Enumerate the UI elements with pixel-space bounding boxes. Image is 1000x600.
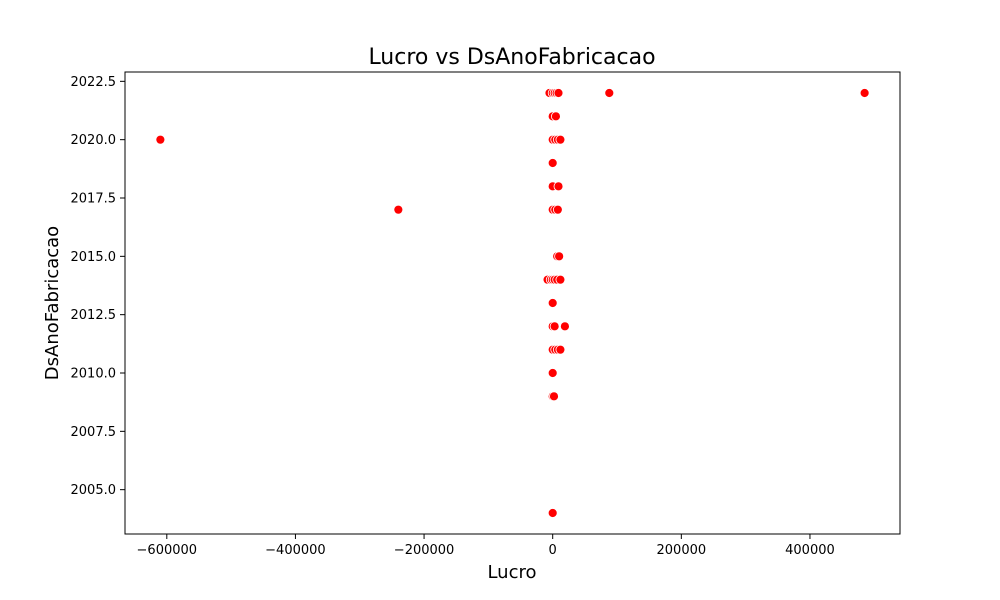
data-point: [547, 298, 558, 308]
y-axis-ticks: 2005.0 2007.5 2010.0 2012.5 2015.0 2017.5 2020…: [71, 75, 125, 498]
data-point: [547, 508, 558, 518]
data-point: [555, 344, 566, 355]
y-tick-label: 2010.0: [71, 367, 117, 382]
plot-frame: [124, 71, 901, 535]
data-point: [549, 321, 560, 332]
data-point: [553, 88, 564, 98]
chart-title: Lucro vs DsAnoFabricacao: [368, 45, 655, 70]
x-axis-label: Lucro: [487, 562, 536, 583]
data-point: [551, 111, 561, 122]
x-tick-label: −600000: [137, 543, 198, 558]
data-point: [547, 368, 558, 378]
y-tick-label: 2015.0: [71, 250, 117, 265]
data-points: [155, 88, 870, 518]
y-tick-label: 2012.5: [71, 308, 117, 323]
y-tick-label: 2005.0: [71, 483, 117, 498]
data-point: [555, 274, 566, 285]
data-point: [393, 204, 404, 215]
data-point: [859, 88, 870, 98]
data-point: [560, 321, 570, 332]
y-tick-label: 2007.5: [71, 425, 117, 440]
y-tick-label: 2022.5: [71, 75, 117, 90]
y-tick-label: 2020.0: [71, 133, 117, 148]
x-tick-label: 200000: [657, 543, 707, 558]
data-point: [553, 181, 564, 192]
data-point: [604, 88, 615, 98]
data-point: [552, 204, 563, 215]
x-tick-label: 400000: [785, 543, 835, 558]
data-point: [155, 134, 166, 145]
data-point: [555, 134, 566, 145]
x-tick-label: −200000: [394, 543, 455, 558]
y-axis-label: DsAnoFabricacao: [42, 226, 63, 380]
data-point: [549, 391, 559, 402]
data-point: [547, 158, 558, 168]
y-tick-label: 2017.5: [71, 192, 117, 207]
x-tick-label: −400000: [265, 543, 326, 558]
data-point: [554, 251, 565, 262]
x-axis-ticks: −600000 −400000 −200000 0 200000 400000: [137, 534, 835, 558]
x-tick-label: 0: [549, 543, 557, 558]
